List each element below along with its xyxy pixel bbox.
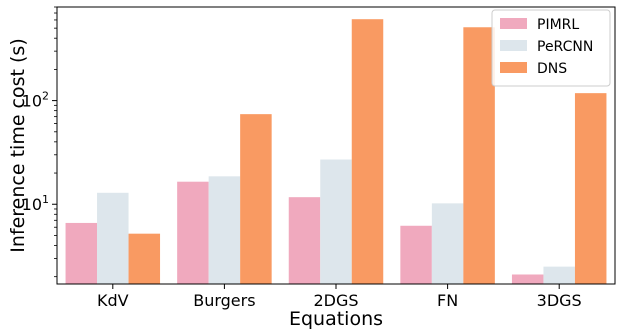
bar-dns-fn (463, 27, 495, 284)
y-ticks: 101 102 (22, 6, 57, 278)
bar-percnn-3dgs (543, 266, 575, 284)
x-tick-label: 2DGS (313, 291, 358, 310)
bar-pimrl-3dgs (511, 274, 544, 284)
legend-swatch-percnn (500, 40, 527, 51)
plot-frame (56, 6, 616, 285)
y-tick-label: 102 (22, 90, 49, 111)
x-tick-label: KdV (97, 291, 129, 310)
bar-dns-3dgs (574, 93, 607, 285)
legend-swatch-pimrl (500, 18, 527, 29)
legend-label-percnn: PeRCNN (537, 39, 593, 55)
bar-dns-burgers (240, 114, 272, 285)
bar-dns-2dgs (351, 19, 384, 284)
x-ticks: KdV Burgers 2DGS FN 3DGS (97, 284, 582, 310)
bar-pimrl-2dgs (288, 197, 321, 284)
legend-label-dns: DNS (537, 61, 567, 77)
y-axis-title: Inference time cost (s) (7, 38, 29, 252)
x-tick-label: 3DGS (537, 291, 582, 310)
legend-swatch-dns (500, 62, 527, 73)
y-tick-label: 101 (22, 193, 49, 214)
bar-percnn-kdv (97, 192, 129, 284)
bar-percnn-burgers (208, 176, 241, 284)
x-tick-label: Burgers (193, 291, 255, 310)
bar-pimrl-kdv (65, 222, 98, 284)
x-axis-title: Equations (289, 308, 383, 329)
bars-layer (65, 19, 607, 285)
legend-label-pimrl: PIMRL (537, 17, 579, 33)
bar-pimrl-burgers (177, 181, 209, 284)
bar-percnn-fn (431, 203, 464, 284)
legend: PIMRL PeRCNN DNS (491, 9, 611, 87)
bar-percnn-2dgs (320, 159, 352, 284)
bar-pimrl-fn (400, 225, 432, 284)
bar-dns-kdv (128, 233, 161, 284)
x-tick-label: FN (437, 291, 458, 310)
